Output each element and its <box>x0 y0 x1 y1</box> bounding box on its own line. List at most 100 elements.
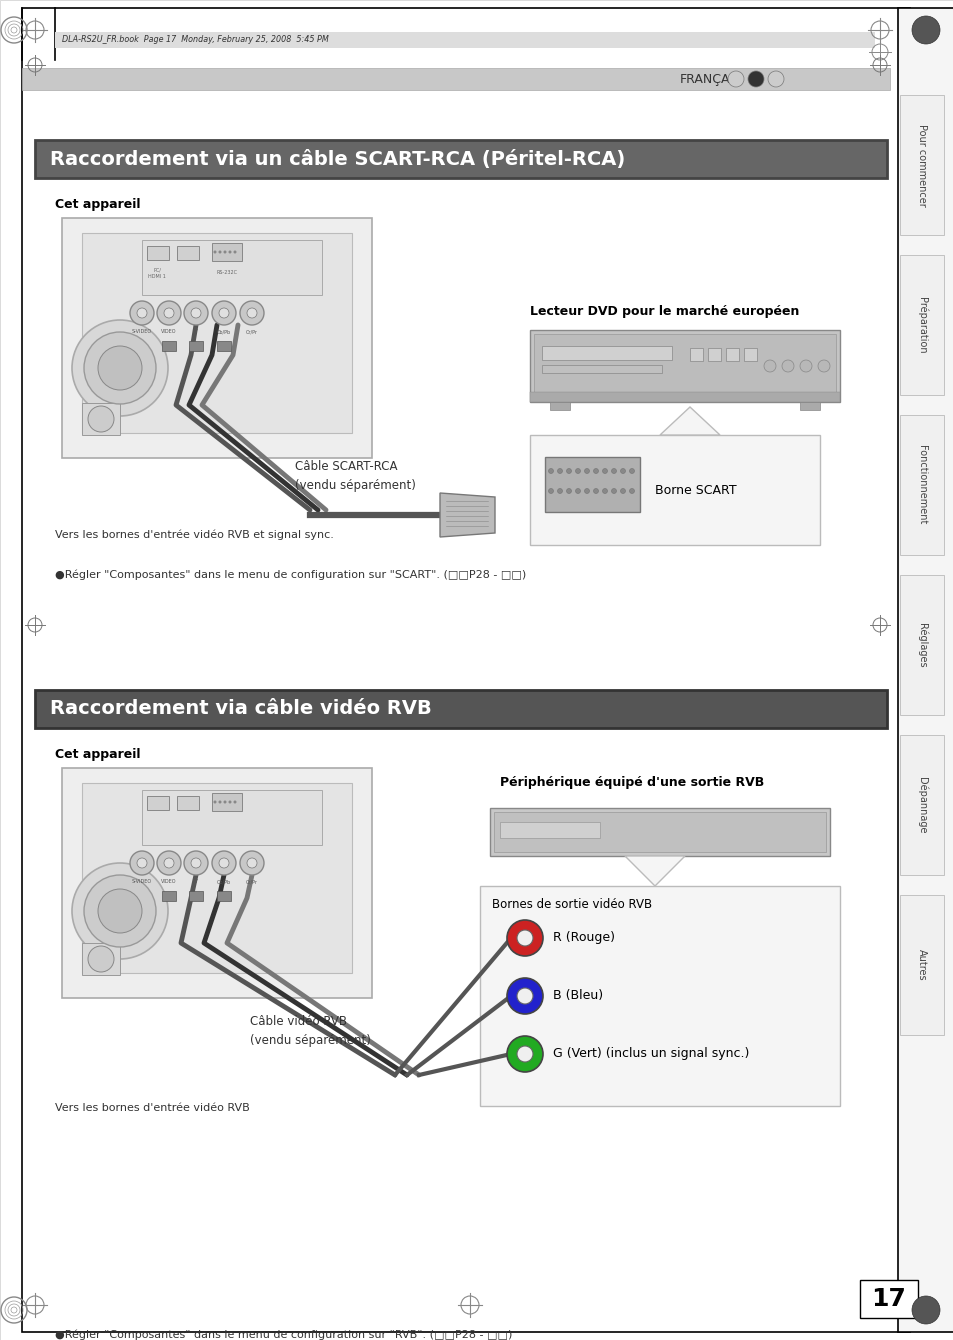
Text: Périphérique équipé d'une sortie RVB: Périphérique équipé d'une sortie RVB <box>499 776 763 789</box>
Bar <box>479 886 840 1106</box>
Circle shape <box>233 800 236 804</box>
Circle shape <box>88 406 113 431</box>
Bar <box>530 393 840 402</box>
Bar <box>550 402 569 410</box>
Bar <box>216 891 231 900</box>
Circle shape <box>629 489 634 493</box>
Circle shape <box>747 71 763 87</box>
Circle shape <box>911 16 939 44</box>
Text: Pour commencer: Pour commencer <box>916 123 926 206</box>
Circle shape <box>763 360 775 373</box>
Text: Cr/Pr: Cr/Pr <box>246 879 257 884</box>
Text: Lecteur DVD pour le marché européen: Lecteur DVD pour le marché européen <box>530 306 799 318</box>
Bar <box>899 895 943 1034</box>
Bar <box>55 32 874 48</box>
Circle shape <box>506 978 542 1014</box>
Text: ●Régler "Composantes" dans le menu de configuration sur "SCART". (□□P28 - □□): ●Régler "Composantes" dans le menu de co… <box>55 570 526 580</box>
Text: Vers les bornes d'entrée vidéo RVB et signal sync.: Vers les bornes d'entrée vidéo RVB et si… <box>55 531 334 540</box>
Text: Préparation: Préparation <box>916 296 926 354</box>
Circle shape <box>229 251 232 253</box>
Circle shape <box>98 888 142 933</box>
Circle shape <box>611 469 616 473</box>
Circle shape <box>517 1047 533 1063</box>
Bar <box>82 783 352 973</box>
Circle shape <box>557 469 562 473</box>
Circle shape <box>184 302 208 326</box>
Circle shape <box>240 302 264 326</box>
Circle shape <box>218 251 221 253</box>
Bar <box>147 796 169 809</box>
Text: Réglages: Réglages <box>916 623 926 667</box>
Polygon shape <box>439 493 495 537</box>
Bar <box>147 247 169 260</box>
Bar <box>142 791 322 846</box>
Bar <box>534 334 835 398</box>
Circle shape <box>584 489 589 493</box>
Bar <box>725 348 739 360</box>
Text: Vers les bornes d'entrée vidéo RVB: Vers les bornes d'entrée vidéo RVB <box>55 1103 250 1114</box>
Text: ●Régler "Composantes" dans le menu de configuration sur "RVB". (□□P28 - □□): ●Régler "Composantes" dans le menu de co… <box>55 1331 512 1340</box>
Bar <box>35 139 886 178</box>
Circle shape <box>184 851 208 875</box>
Text: Cet appareil: Cet appareil <box>55 748 140 761</box>
Text: Fonctionnement: Fonctionnement <box>916 445 926 525</box>
Circle shape <box>191 308 201 318</box>
Bar <box>162 891 175 900</box>
Bar <box>897 8 953 1332</box>
Circle shape <box>619 489 625 493</box>
Polygon shape <box>659 407 720 436</box>
Circle shape <box>517 988 533 1004</box>
Circle shape <box>71 863 168 959</box>
Text: Cr/Pr: Cr/Pr <box>246 330 257 334</box>
Text: Raccordement via câble vidéo RVB: Raccordement via câble vidéo RVB <box>50 699 432 718</box>
Circle shape <box>602 489 607 493</box>
Text: Y: Y <box>194 879 197 884</box>
Circle shape <box>164 858 173 868</box>
Text: Cb/Pb: Cb/Pb <box>216 879 231 884</box>
Bar <box>82 403 120 436</box>
Bar <box>22 68 889 90</box>
Bar <box>899 575 943 716</box>
Text: Borne SCART: Borne SCART <box>655 484 736 497</box>
Bar <box>530 330 840 402</box>
Text: Câble vidéo RVB
(vendu séparément): Câble vidéo RVB (vendu séparément) <box>250 1014 371 1047</box>
Bar <box>35 690 886 728</box>
Bar <box>544 457 639 512</box>
Circle shape <box>157 302 181 326</box>
Circle shape <box>219 308 229 318</box>
Bar <box>177 796 199 809</box>
Text: DLA-RS2U_FR.book  Page 17  Monday, February 25, 2008  5:45 PM: DLA-RS2U_FR.book Page 17 Monday, Februar… <box>62 35 329 44</box>
Circle shape <box>130 302 153 326</box>
Bar <box>212 243 242 261</box>
Circle shape <box>247 858 256 868</box>
Circle shape <box>584 469 589 473</box>
Circle shape <box>548 489 553 493</box>
Text: B (Bleu): B (Bleu) <box>553 989 602 1002</box>
Bar <box>689 348 702 360</box>
Circle shape <box>223 800 226 804</box>
Circle shape <box>619 469 625 473</box>
Bar <box>494 812 825 852</box>
Circle shape <box>71 320 168 415</box>
Circle shape <box>229 800 232 804</box>
Bar <box>189 891 203 900</box>
Bar <box>530 436 820 545</box>
Text: Autres: Autres <box>916 949 926 981</box>
Bar <box>62 768 372 998</box>
Bar <box>212 793 242 811</box>
Circle shape <box>611 489 616 493</box>
Circle shape <box>164 308 173 318</box>
Bar <box>899 95 943 234</box>
Bar <box>899 736 943 875</box>
Circle shape <box>212 302 235 326</box>
Bar <box>859 1280 917 1319</box>
Circle shape <box>191 858 201 868</box>
Text: Y: Y <box>194 330 197 334</box>
Text: Dépannage: Dépannage <box>916 777 926 833</box>
Text: 17: 17 <box>871 1286 905 1311</box>
Circle shape <box>911 1296 939 1324</box>
Bar <box>216 340 231 351</box>
Text: G (Vert) (inclus un signal sync.): G (Vert) (inclus un signal sync.) <box>553 1048 749 1060</box>
Text: Bornes de sortie vidéo RVB: Bornes de sortie vidéo RVB <box>492 898 652 911</box>
Bar <box>899 415 943 555</box>
